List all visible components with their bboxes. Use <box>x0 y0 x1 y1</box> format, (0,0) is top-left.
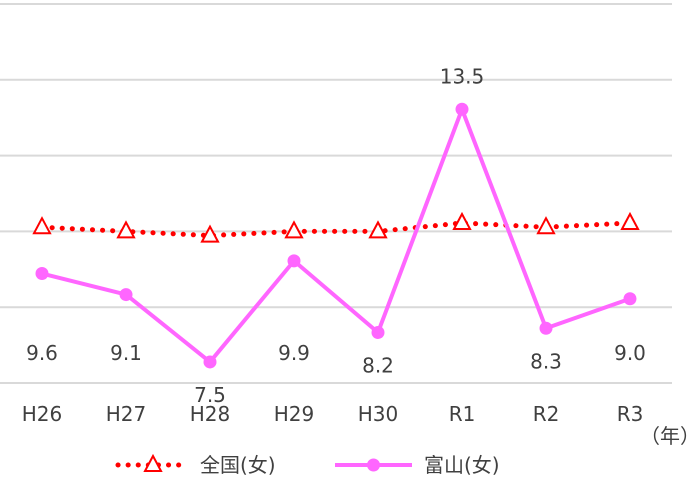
data-point <box>203 355 217 369</box>
data-label: 9.6 <box>26 341 58 365</box>
legend-label: 全国(女) <box>200 453 276 477</box>
series-0 <box>32 211 640 243</box>
data-point <box>368 220 388 239</box>
data-point <box>284 220 304 239</box>
data-label: 8.2 <box>362 353 394 377</box>
x-axis-tick-labels: H26 H27 H28 H29 H30 R1 R2 R3 <box>22 402 644 426</box>
x-tick-label: R2 <box>533 402 560 426</box>
x-tick-label: R3 <box>617 402 644 426</box>
series-line <box>39 220 633 239</box>
x-tick-label: H26 <box>22 402 63 426</box>
data-point <box>536 216 556 235</box>
data-point <box>539 321 553 335</box>
data-point <box>452 211 472 230</box>
x-tick-label: H29 <box>274 402 315 426</box>
data-label: 9.1 <box>110 341 142 365</box>
data-label: 7.5 <box>194 383 226 407</box>
data-point <box>116 220 136 239</box>
data-point <box>623 292 637 306</box>
x-tick-label: R1 <box>449 402 476 426</box>
series-layer <box>32 102 640 369</box>
data-point <box>32 216 52 235</box>
data-label: 9.0 <box>614 341 646 365</box>
legend-item-1: 富山(女) <box>335 453 500 477</box>
legend-label: 富山(女) <box>424 453 500 477</box>
data-label: 13.5 <box>440 64 485 88</box>
gridlines <box>0 3 672 384</box>
legend-marker <box>367 458 380 472</box>
series-line <box>41 107 631 364</box>
x-axis-unit-label: （年） <box>640 424 696 448</box>
data-point <box>35 267 49 281</box>
data-point <box>455 102 469 116</box>
data-point <box>620 211 640 230</box>
data-point <box>119 288 133 302</box>
data-point <box>371 325 385 339</box>
x-tick-label: H27 <box>106 402 147 426</box>
legend-marker <box>143 453 163 472</box>
data-label: 9.9 <box>278 341 310 365</box>
series-1 <box>35 102 637 369</box>
data-labels: 9.6 9.1 7.5 9.9 8.2 13.5 8.3 9.0 <box>26 64 646 407</box>
x-tick-label: H30 <box>358 402 399 426</box>
legend: 全国(女) 富山(女) <box>115 453 500 477</box>
legend-item-0: 全国(女) <box>115 453 276 477</box>
x-tick-label: H28 <box>190 402 231 426</box>
data-point <box>200 224 220 243</box>
data-label: 8.3 <box>530 349 562 373</box>
data-point <box>287 254 301 268</box>
